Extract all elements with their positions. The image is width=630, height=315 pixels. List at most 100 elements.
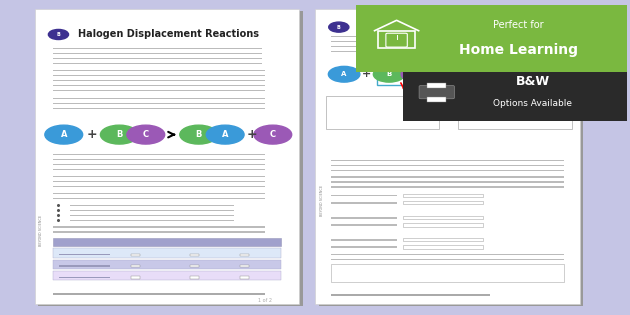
Text: C: C (143, 130, 149, 139)
Text: A: A (222, 130, 229, 139)
FancyBboxPatch shape (331, 186, 564, 188)
FancyBboxPatch shape (70, 209, 234, 211)
Text: A: A (341, 71, 347, 77)
FancyBboxPatch shape (427, 83, 446, 88)
FancyBboxPatch shape (53, 181, 265, 182)
Text: Halogen Displacement Reactions: Halogen Displacement Reactions (486, 25, 566, 30)
Circle shape (374, 66, 405, 82)
FancyBboxPatch shape (463, 115, 564, 116)
Text: Options Available: Options Available (493, 99, 573, 108)
Text: +: + (514, 69, 524, 79)
Text: Home Learning: Home Learning (459, 43, 578, 57)
FancyBboxPatch shape (331, 176, 564, 178)
FancyBboxPatch shape (331, 160, 564, 161)
FancyBboxPatch shape (70, 205, 234, 206)
FancyBboxPatch shape (38, 11, 303, 306)
Text: +: + (246, 128, 257, 141)
Text: Halogen Displacement Reactions: Halogen Displacement Reactions (78, 30, 260, 39)
FancyBboxPatch shape (190, 265, 199, 267)
FancyBboxPatch shape (403, 216, 483, 219)
FancyBboxPatch shape (53, 232, 265, 233)
Circle shape (254, 125, 292, 144)
Text: +: + (86, 128, 97, 141)
FancyBboxPatch shape (403, 194, 483, 197)
FancyBboxPatch shape (331, 202, 397, 204)
Circle shape (180, 125, 217, 144)
FancyBboxPatch shape (240, 254, 249, 256)
FancyBboxPatch shape (240, 265, 249, 267)
Text: BEYOND SCIENCE: BEYOND SCIENCE (39, 215, 43, 246)
FancyBboxPatch shape (331, 111, 432, 112)
FancyBboxPatch shape (53, 53, 262, 54)
FancyBboxPatch shape (53, 176, 265, 177)
Text: C: C (270, 130, 276, 139)
FancyBboxPatch shape (331, 254, 564, 255)
Text: colourless: colourless (478, 56, 498, 60)
FancyBboxPatch shape (331, 46, 561, 48)
Text: B: B (462, 71, 467, 77)
Circle shape (528, 66, 559, 82)
Text: colourless: colourless (396, 56, 416, 60)
FancyBboxPatch shape (331, 41, 561, 43)
FancyBboxPatch shape (403, 223, 483, 226)
FancyBboxPatch shape (331, 123, 432, 124)
Text: A: A (490, 71, 495, 77)
Circle shape (329, 22, 349, 32)
FancyBboxPatch shape (53, 58, 262, 59)
FancyBboxPatch shape (331, 36, 561, 37)
FancyBboxPatch shape (331, 119, 432, 120)
FancyBboxPatch shape (331, 224, 397, 226)
FancyBboxPatch shape (463, 119, 564, 120)
FancyBboxPatch shape (190, 276, 199, 278)
FancyBboxPatch shape (331, 217, 397, 219)
FancyBboxPatch shape (59, 254, 110, 255)
Text: 1 of 2: 1 of 2 (258, 298, 272, 303)
Circle shape (328, 66, 360, 82)
Circle shape (449, 66, 480, 82)
FancyBboxPatch shape (463, 123, 564, 124)
Text: A: A (60, 130, 67, 139)
Circle shape (100, 125, 138, 144)
Text: B: B (337, 25, 341, 30)
Text: B: B (386, 71, 392, 77)
FancyBboxPatch shape (315, 9, 580, 304)
FancyBboxPatch shape (331, 195, 397, 197)
FancyBboxPatch shape (331, 264, 564, 282)
FancyBboxPatch shape (130, 254, 140, 256)
FancyBboxPatch shape (53, 198, 265, 199)
Text: B: B (57, 32, 60, 37)
FancyBboxPatch shape (463, 111, 564, 112)
FancyBboxPatch shape (53, 98, 265, 99)
FancyBboxPatch shape (130, 276, 140, 278)
FancyBboxPatch shape (331, 115, 432, 116)
FancyBboxPatch shape (190, 254, 199, 256)
FancyBboxPatch shape (419, 85, 454, 99)
Text: +: + (362, 69, 371, 79)
FancyBboxPatch shape (53, 169, 265, 170)
Text: B&W: B&W (516, 75, 550, 88)
Circle shape (476, 66, 508, 82)
FancyBboxPatch shape (403, 201, 483, 204)
FancyBboxPatch shape (53, 226, 265, 228)
FancyBboxPatch shape (458, 96, 571, 129)
FancyBboxPatch shape (53, 80, 265, 81)
FancyBboxPatch shape (53, 75, 265, 76)
FancyBboxPatch shape (70, 220, 234, 221)
FancyBboxPatch shape (53, 90, 265, 91)
FancyBboxPatch shape (70, 215, 234, 216)
FancyBboxPatch shape (53, 48, 262, 49)
FancyBboxPatch shape (53, 293, 265, 295)
FancyBboxPatch shape (240, 276, 249, 278)
FancyBboxPatch shape (331, 164, 564, 166)
FancyBboxPatch shape (53, 63, 262, 64)
FancyBboxPatch shape (403, 63, 627, 121)
Circle shape (49, 29, 69, 39)
Circle shape (206, 125, 244, 144)
FancyBboxPatch shape (331, 259, 564, 261)
FancyBboxPatch shape (53, 260, 281, 269)
Text: C: C (415, 71, 420, 77)
FancyBboxPatch shape (53, 70, 265, 71)
FancyBboxPatch shape (331, 181, 564, 183)
FancyBboxPatch shape (53, 85, 265, 86)
FancyBboxPatch shape (59, 265, 110, 266)
